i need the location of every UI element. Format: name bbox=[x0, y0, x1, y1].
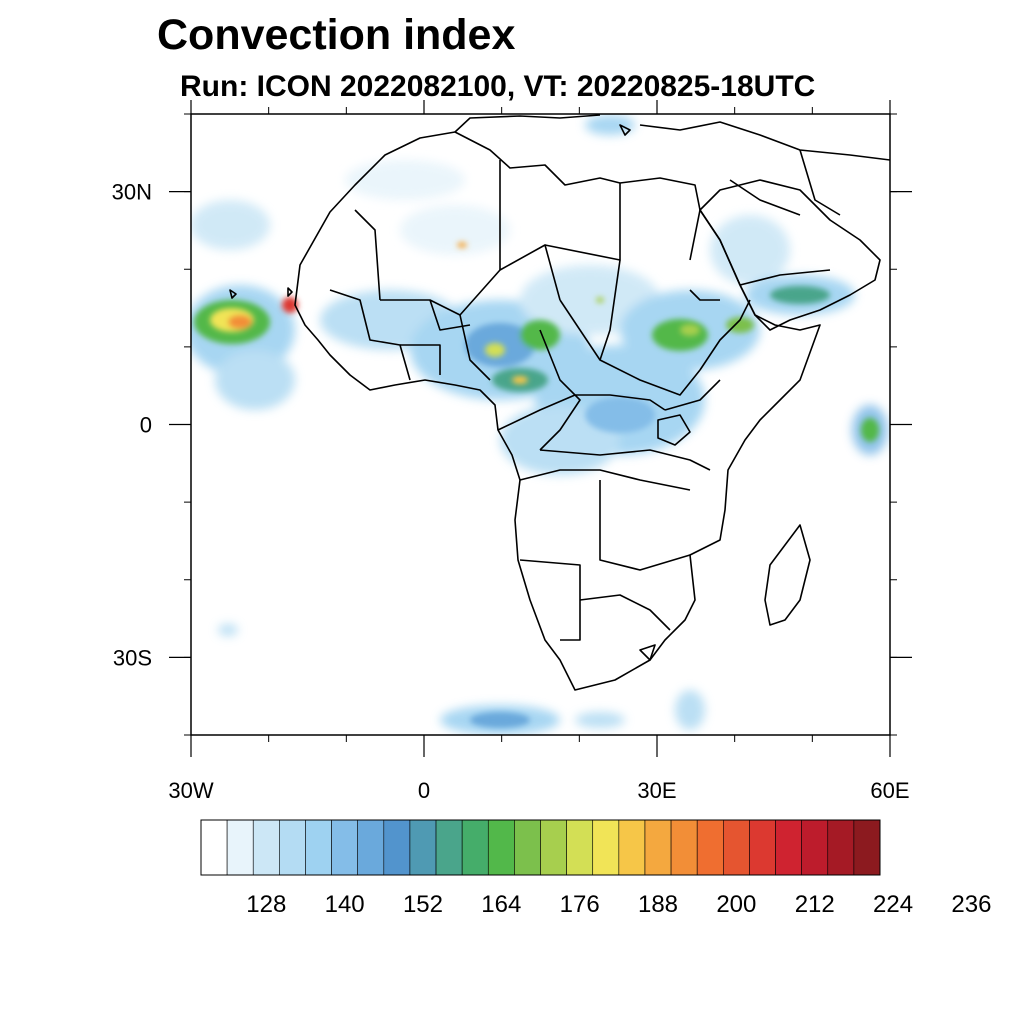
colorbar-swatch bbox=[226, 819, 254, 876]
colorbar-swatch bbox=[618, 819, 646, 876]
colorbar-swatch bbox=[801, 819, 829, 876]
coastlines-and-borders bbox=[229, 114, 890, 691]
colorbar-swatch bbox=[592, 819, 620, 876]
colorbar-swatch bbox=[279, 819, 306, 876]
colorbar-swatch bbox=[696, 819, 724, 876]
colorbar-swatch bbox=[749, 819, 776, 876]
colorbar-label: 188 bbox=[638, 891, 678, 918]
lat-tick-label: 0 bbox=[140, 413, 152, 438]
lon-tick-label: 0 bbox=[418, 778, 430, 803]
colorbar-swatch bbox=[566, 819, 594, 876]
colorbar-swatch bbox=[827, 819, 855, 876]
colorbar-swatch bbox=[853, 819, 881, 876]
chart-subtitle: Run: ICON 2022082100, VT: 20220825-18UTC bbox=[180, 70, 816, 103]
axes: 30W 0 30E 60E 30N 0 30S bbox=[112, 100, 912, 803]
lat-tick-label: 30S bbox=[113, 645, 152, 670]
colorbar-label: 164 bbox=[481, 891, 521, 918]
colorbar-label: 152 bbox=[403, 891, 443, 918]
colorbar-swatch bbox=[409, 819, 437, 876]
colorbar-swatch bbox=[775, 819, 802, 876]
colorbar-label: 176 bbox=[560, 891, 600, 918]
colorbar-label: 236 bbox=[951, 891, 991, 918]
lat-tick-label: 30N bbox=[112, 180, 152, 205]
colorbar-swatch bbox=[383, 819, 411, 876]
lon-tick-label: 60E bbox=[870, 778, 909, 803]
colorbar: 128 140 152 164 176 188 200 212 224 236 bbox=[200, 819, 991, 918]
lon-tick-label: 30E bbox=[637, 778, 676, 803]
colorbar-swatch bbox=[487, 819, 515, 876]
colorbar-label: 224 bbox=[873, 891, 913, 918]
lon-tick-label: 30W bbox=[168, 778, 213, 803]
colorbar-swatch bbox=[540, 819, 567, 876]
colorbar-swatch bbox=[514, 819, 541, 876]
colorbar-label: 128 bbox=[246, 891, 286, 918]
colorbar-label: 212 bbox=[795, 891, 835, 918]
colorbar-swatch bbox=[435, 819, 463, 876]
colorbar-swatch bbox=[670, 819, 698, 876]
colorbar-swatch bbox=[305, 819, 332, 876]
colorbar-swatch bbox=[200, 819, 228, 876]
colorbar-label: 200 bbox=[716, 891, 756, 918]
colorbar-label: 140 bbox=[325, 891, 365, 918]
chart-title: Convection index bbox=[157, 11, 516, 59]
colorbar-swatch bbox=[461, 819, 489, 876]
colorbar-frame bbox=[200, 819, 881, 876]
colorbar-swatch bbox=[644, 819, 672, 876]
colorbar-swatch bbox=[331, 819, 358, 876]
colorbar-swatch bbox=[252, 819, 280, 876]
colorbar-swatch bbox=[723, 819, 750, 876]
convection-field bbox=[191, 115, 888, 735]
colorbar-swatch bbox=[357, 819, 385, 876]
